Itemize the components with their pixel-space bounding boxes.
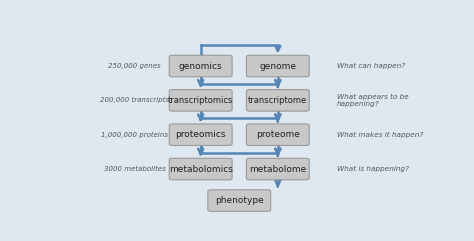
FancyBboxPatch shape xyxy=(169,158,232,180)
Text: 250,000 genes: 250,000 genes xyxy=(108,63,161,69)
Text: transcriptome: transcriptome xyxy=(248,96,308,105)
Text: proteomics: proteomics xyxy=(175,130,226,139)
Text: transcriptomics: transcriptomics xyxy=(168,96,233,105)
FancyBboxPatch shape xyxy=(169,90,232,111)
Text: metabolome: metabolome xyxy=(249,165,307,174)
Text: genomics: genomics xyxy=(179,61,222,71)
Text: genome: genome xyxy=(259,61,296,71)
FancyBboxPatch shape xyxy=(169,55,232,77)
FancyBboxPatch shape xyxy=(246,124,309,146)
Text: 3000 metabolites: 3000 metabolites xyxy=(104,166,165,172)
Text: 1,000,000 proteins: 1,000,000 proteins xyxy=(101,132,168,138)
FancyBboxPatch shape xyxy=(208,190,271,211)
Text: 200,000 transcripts: 200,000 transcripts xyxy=(100,97,169,103)
Text: What makes it happen?: What makes it happen? xyxy=(337,132,423,138)
FancyBboxPatch shape xyxy=(169,124,232,146)
FancyBboxPatch shape xyxy=(246,90,309,111)
Text: What is happening?: What is happening? xyxy=(337,166,409,172)
Text: metabolomics: metabolomics xyxy=(169,165,233,174)
FancyBboxPatch shape xyxy=(246,55,309,77)
Text: proteome: proteome xyxy=(256,130,300,139)
Text: What appears to be
happening?: What appears to be happening? xyxy=(337,94,408,107)
Text: What can happen?: What can happen? xyxy=(337,63,405,69)
FancyBboxPatch shape xyxy=(246,158,309,180)
Text: phenotype: phenotype xyxy=(215,196,264,205)
